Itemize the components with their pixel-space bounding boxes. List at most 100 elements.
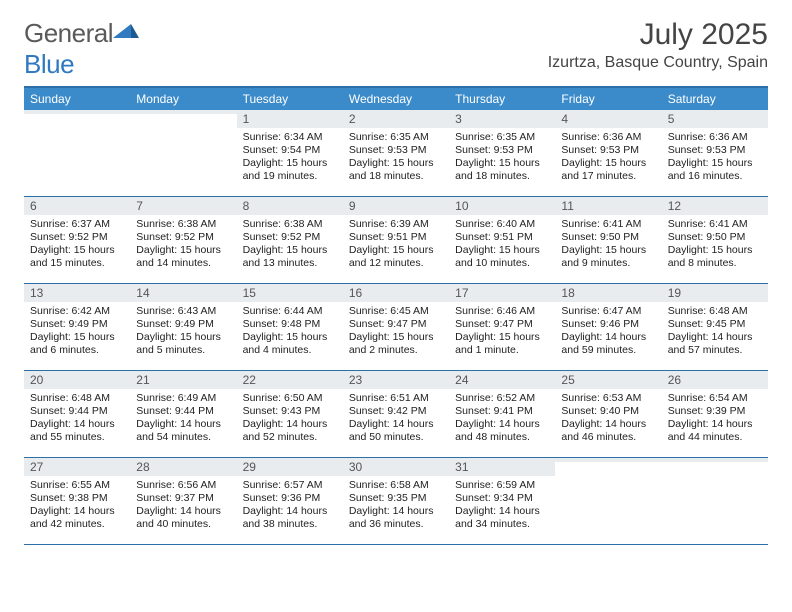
day-cell: 4Sunrise: 6:36 AMSunset: 9:53 PMDaylight… [555, 110, 661, 196]
sunrise-value: 6:48 AM [71, 392, 110, 404]
sunset-label: Sunset: [30, 492, 69, 504]
day-body: Sunrise: 6:48 AMSunset: 9:45 PMDaylight:… [662, 302, 768, 362]
sunrise-value: 6:43 AM [178, 305, 217, 317]
sunrise-value: 6:38 AM [284, 218, 323, 230]
sunrise-value: 6:54 AM [709, 392, 748, 404]
day-body: Sunrise: 6:43 AMSunset: 9:49 PMDaylight:… [130, 302, 236, 362]
sunrise-value: 6:52 AM [497, 392, 536, 404]
dow-saturday: Saturday [662, 88, 768, 110]
day-body: Sunrise: 6:36 AMSunset: 9:53 PMDaylight:… [555, 128, 661, 188]
dow-friday: Friday [555, 88, 661, 110]
day-number [662, 458, 768, 462]
day-number: 13 [24, 284, 130, 302]
title-block: July 2025 Izurtza, Basque Country, Spain [548, 18, 768, 72]
sunrise-label: Sunrise: [668, 392, 709, 404]
sunset-value: 9:48 PM [281, 318, 320, 330]
dow-thursday: Thursday [449, 88, 555, 110]
sunset-label: Sunset: [243, 405, 282, 417]
day-number: 20 [24, 371, 130, 389]
day-cell: 20Sunrise: 6:48 AMSunset: 9:44 PMDayligh… [24, 371, 130, 457]
day-number: 21 [130, 371, 236, 389]
day-cell: 15Sunrise: 6:44 AMSunset: 9:48 PMDayligh… [237, 284, 343, 370]
sunrise-value: 6:59 AM [497, 479, 536, 491]
sunrise-label: Sunrise: [349, 218, 390, 230]
sunset-value: 9:49 PM [69, 318, 108, 330]
day-number: 23 [343, 371, 449, 389]
day-cell: 5Sunrise: 6:36 AMSunset: 9:53 PMDaylight… [662, 110, 768, 196]
daylight-label: Daylight: [668, 418, 712, 430]
sunrise-label: Sunrise: [668, 305, 709, 317]
sunset-value: 9:52 PM [175, 231, 214, 243]
day-body: Sunrise: 6:59 AMSunset: 9:34 PMDaylight:… [449, 476, 555, 536]
day-body: Sunrise: 6:46 AMSunset: 9:47 PMDaylight:… [449, 302, 555, 362]
sunrise-value: 6:53 AM [603, 392, 642, 404]
day-body: Sunrise: 6:47 AMSunset: 9:46 PMDaylight:… [555, 302, 661, 362]
day-body: Sunrise: 6:41 AMSunset: 9:50 PMDaylight:… [555, 215, 661, 275]
day-cell: 29Sunrise: 6:57 AMSunset: 9:36 PMDayligh… [237, 458, 343, 544]
logo-word2: Blue [24, 49, 74, 79]
sunset-value: 9:44 PM [69, 405, 108, 417]
sunset-label: Sunset: [243, 144, 282, 156]
daylight-label: Daylight: [136, 505, 180, 517]
day-body: Sunrise: 6:34 AMSunset: 9:54 PMDaylight:… [237, 128, 343, 188]
week-row: 20 Sunrise: 6:48 AM Sunset: 9:44 PM Dayligh… [24, 371, 768, 458]
day-cell: 31Sunrise: 6:59 AMSunset: 9:34 PMDayligh… [449, 458, 555, 544]
day-body: Sunrise: 6:54 AMSunset: 9:39 PMDaylight:… [662, 389, 768, 449]
sunrise-label: Sunrise: [668, 131, 709, 143]
day-cell: 17Sunrise: 6:46 AMSunset: 9:47 PMDayligh… [449, 284, 555, 370]
daylight-label: Daylight: [561, 157, 605, 169]
sunrise-label: Sunrise: [30, 305, 71, 317]
day-cell: 16Sunrise: 6:45 AMSunset: 9:47 PMDayligh… [343, 284, 449, 370]
day-body: Sunrise: 6:57 AMSunset: 9:36 PMDaylight:… [237, 476, 343, 536]
day-body: Sunrise: 6:44 AMSunset: 9:48 PMDaylight:… [237, 302, 343, 362]
sunrise-value: 6:34 AM [284, 131, 323, 143]
daylight-label: Daylight: [30, 505, 74, 517]
day-cell: 14Sunrise: 6:43 AMSunset: 9:49 PMDayligh… [130, 284, 236, 370]
day-body: Sunrise: 6:42 AMSunset: 9:49 PMDaylight:… [24, 302, 130, 362]
day-cell: 28Sunrise: 6:56 AMSunset: 9:37 PMDayligh… [130, 458, 236, 544]
sunset-value: 9:35 PM [387, 492, 426, 504]
sunrise-value: 6:47 AM [603, 305, 642, 317]
sunrise-label: Sunrise: [455, 131, 496, 143]
logo-text: General Blue [24, 18, 139, 80]
day-number: 29 [237, 458, 343, 476]
daylight-label: Daylight: [561, 331, 605, 343]
sunrise-label: Sunrise: [455, 218, 496, 230]
day-cell: 21Sunrise: 6:49 AMSunset: 9:44 PMDayligh… [130, 371, 236, 457]
sunrise-value: 6:50 AM [284, 392, 323, 404]
calendar: SundayMondayTuesdayWednesdayThursdayFrid… [24, 86, 768, 545]
sunrise-value: 6:41 AM [709, 218, 748, 230]
day-cell: 3Sunrise: 6:35 AMSunset: 9:53 PMDaylight… [449, 110, 555, 196]
sunset-value: 9:45 PM [706, 318, 745, 330]
header: General Blue July 2025 Izurtza, Basque C… [24, 18, 768, 80]
day-body: Sunrise: 6:49 AMSunset: 9:44 PMDaylight:… [130, 389, 236, 449]
sunset-label: Sunset: [561, 231, 600, 243]
day-body: Sunrise: 6:41 AMSunset: 9:50 PMDaylight:… [662, 215, 768, 275]
daylight-label: Daylight: [455, 331, 499, 343]
sunset-value: 9:37 PM [175, 492, 214, 504]
day-body: Sunrise: 6:36 AMSunset: 9:53 PMDaylight:… [662, 128, 768, 188]
sunset-label: Sunset: [668, 405, 707, 417]
day-number: 10 [449, 197, 555, 215]
sunrise-value: 6:58 AM [390, 479, 429, 491]
sunrise-value: 6:45 AM [390, 305, 429, 317]
sunrise-label: Sunrise: [243, 218, 284, 230]
sunrise-label: Sunrise: [136, 305, 177, 317]
day-cell: 2Sunrise: 6:35 AMSunset: 9:53 PMDaylight… [343, 110, 449, 196]
location: Izurtza, Basque Country, Spain [548, 54, 768, 72]
day-cell: 13Sunrise: 6:42 AMSunset: 9:49 PMDayligh… [24, 284, 130, 370]
day-body: Sunrise: 6:56 AMSunset: 9:37 PMDaylight:… [130, 476, 236, 536]
day-body: Sunrise: 6:35 AMSunset: 9:53 PMDaylight:… [449, 128, 555, 188]
day-number [24, 110, 130, 114]
daylight-label: Daylight: [561, 418, 605, 430]
sunrise-label: Sunrise: [349, 392, 390, 404]
day-cell: 12Sunrise: 6:41 AMSunset: 9:50 PMDayligh… [662, 197, 768, 283]
day-cell: 18Sunrise: 6:47 AMSunset: 9:46 PMDayligh… [555, 284, 661, 370]
month-title: July 2025 [548, 18, 768, 52]
sunset-value: 9:53 PM [494, 144, 533, 156]
day-cell: 11Sunrise: 6:41 AMSunset: 9:50 PMDayligh… [555, 197, 661, 283]
day-cell: 22Sunrise: 6:50 AMSunset: 9:43 PMDayligh… [237, 371, 343, 457]
sunset-value: 9:39 PM [706, 405, 745, 417]
day-number: 19 [662, 284, 768, 302]
sunset-value: 9:38 PM [69, 492, 108, 504]
